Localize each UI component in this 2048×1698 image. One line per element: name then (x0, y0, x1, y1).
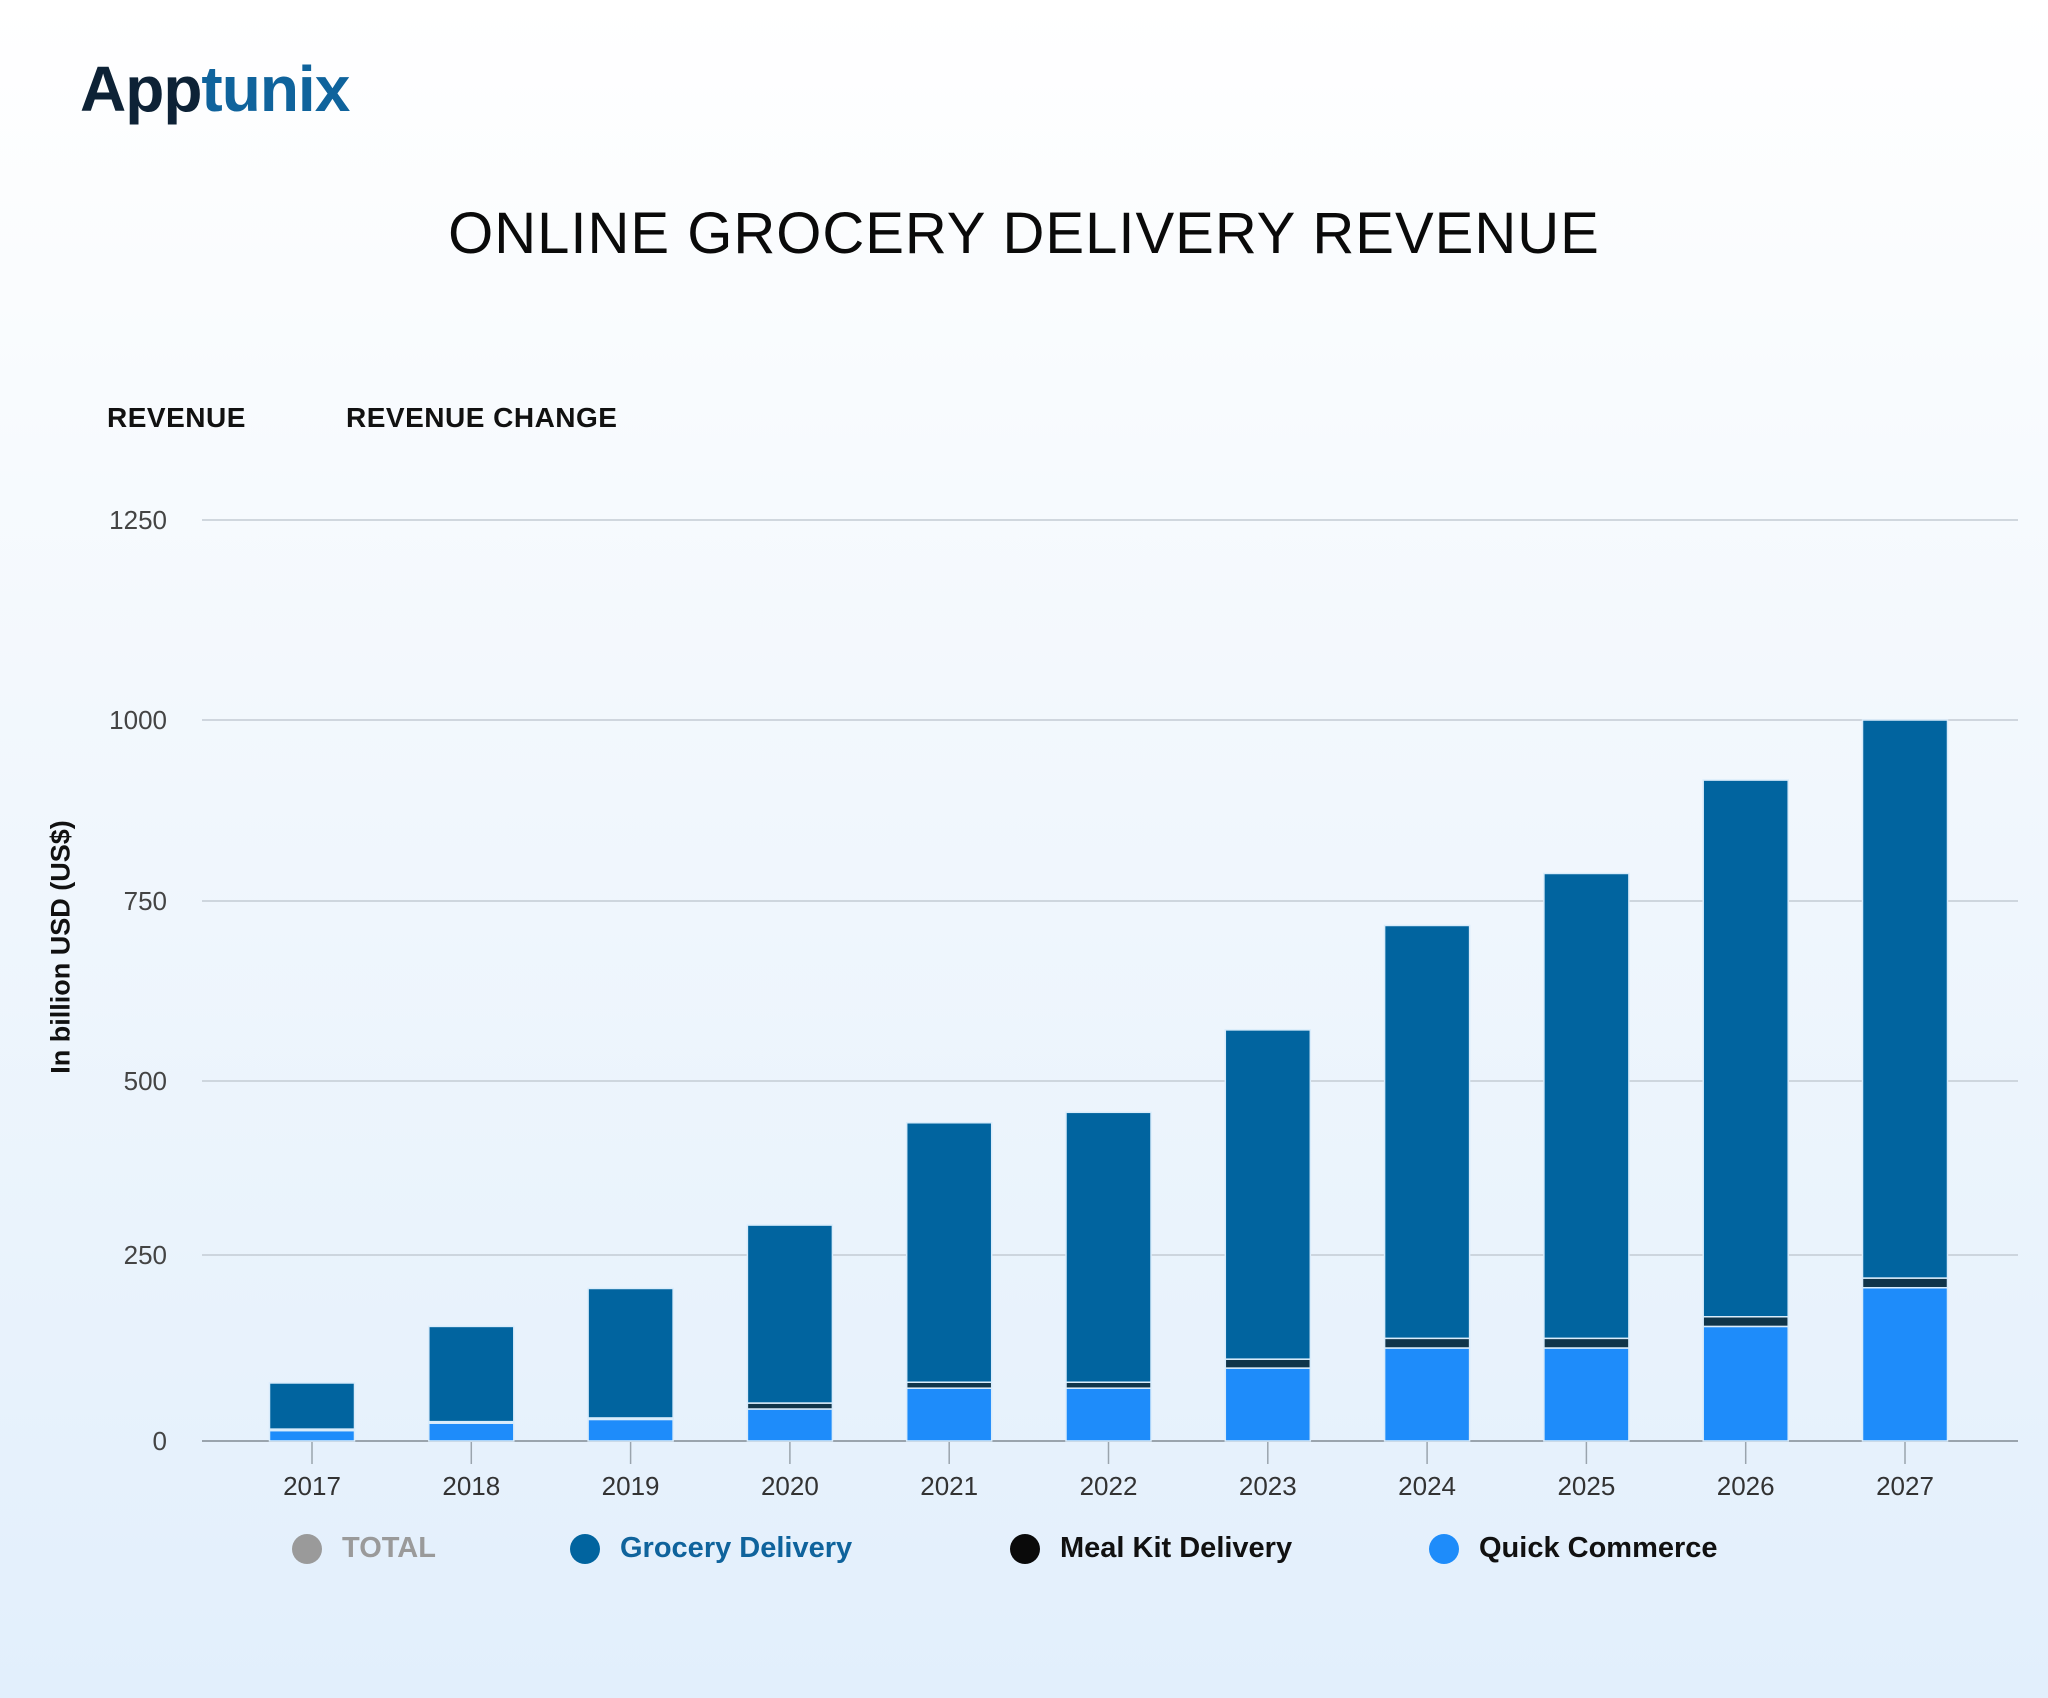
legend-label: Grocery Delivery (620, 1532, 853, 1564)
tab-revenue[interactable]: REVENUE (107, 402, 246, 433)
bar-quick-commerce (587, 1418, 674, 1442)
bar-grocery-delivery (1702, 779, 1789, 1318)
bar-quick-commerce (1702, 1325, 1789, 1442)
x-tick-label: 2027 (1876, 1471, 1934, 1501)
legend-label: TOTAL (342, 1532, 436, 1564)
bar-grocery-delivery (1065, 1111, 1152, 1383)
x-tick-label: 2024 (1398, 1471, 1456, 1501)
bar-grocery-delivery (1383, 924, 1471, 1340)
legend-label: Meal Kit Delivery (1060, 1532, 1293, 1564)
legend-item-grocery-delivery[interactable]: Grocery Delivery (570, 1532, 852, 1565)
legend-item-quick-commerce[interactable]: Quick Commerce (1429, 1532, 1718, 1565)
bar-meal-kit-delivery (1065, 1381, 1152, 1389)
bar-meal-kit-delivery (746, 1402, 834, 1410)
logo-text-tunix: tunix (201, 53, 350, 125)
bar-quick-commerce (905, 1387, 993, 1442)
bar-grocery-delivery (268, 1382, 356, 1430)
y-tick-label: 500 (124, 1066, 167, 1096)
bar-meal-kit-delivery (905, 1381, 993, 1389)
bar-quick-commerce (1861, 1286, 1949, 1442)
x-tick-label: 2025 (1557, 1471, 1615, 1501)
bar-grocery-delivery (587, 1287, 674, 1419)
logo-text-app: App (80, 53, 202, 125)
legend-item-meal-kit-delivery[interactable]: Meal Kit Delivery (1010, 1532, 1292, 1565)
x-tick-label: 2018 (442, 1471, 500, 1501)
y-tick-label: 1250 (109, 505, 167, 535)
x-tick-label: 2019 (602, 1471, 660, 1501)
bar-meal-kit-delivery (1861, 1277, 1949, 1289)
y-tick-label: 250 (124, 1240, 167, 1270)
bar-grocery-delivery (1224, 1029, 1312, 1360)
x-tick-label: 2020 (761, 1471, 819, 1501)
x-tick-label: 2026 (1717, 1471, 1775, 1501)
y-tick-label: 0 (153, 1426, 167, 1456)
bar-quick-commerce (1383, 1347, 1471, 1442)
y-tick-label: 1000 (109, 705, 167, 735)
bar-meal-kit-delivery (1702, 1316, 1789, 1328)
bar-grocery-delivery (1543, 872, 1630, 1340)
apptunix-logo: Apptunix (80, 52, 350, 126)
legend-item-total[interactable]: TOTAL (292, 1532, 436, 1565)
x-tick-label: 2021 (920, 1471, 978, 1501)
bar-grocery-delivery (1861, 719, 1949, 1279)
bar-meal-kit-delivery (1383, 1337, 1471, 1349)
y-tick-label: 750 (124, 886, 167, 916)
bar-quick-commerce (1224, 1367, 1312, 1442)
x-tick-label: 2023 (1239, 1471, 1297, 1501)
bar-grocery-delivery (428, 1325, 515, 1423)
bar-grocery-delivery (746, 1224, 834, 1404)
bar-quick-commerce (268, 1429, 356, 1442)
bar-meal-kit-delivery (1543, 1337, 1630, 1349)
legend-dot-icon (570, 1533, 600, 1564)
chart-title: ONLINE GROCERY DELIVERY REVENUE (448, 201, 1600, 266)
tab-revenue-change[interactable]: REVENUE CHANGE (346, 402, 618, 433)
bar-quick-commerce (1543, 1347, 1630, 1442)
bar-grocery-delivery (905, 1122, 993, 1383)
legend-dot-icon (1429, 1533, 1459, 1564)
legend-dot-icon (1010, 1533, 1040, 1564)
x-tick-label: 2017 (283, 1471, 341, 1501)
legend-label: Quick Commerce (1479, 1532, 1718, 1564)
x-tick-label: 2022 (1080, 1471, 1138, 1501)
legend-dot-icon (292, 1533, 322, 1564)
bar-quick-commerce (1065, 1387, 1152, 1442)
bar-meal-kit-delivery (1224, 1358, 1312, 1369)
bar-quick-commerce (746, 1408, 834, 1442)
bar-quick-commerce (428, 1422, 515, 1442)
